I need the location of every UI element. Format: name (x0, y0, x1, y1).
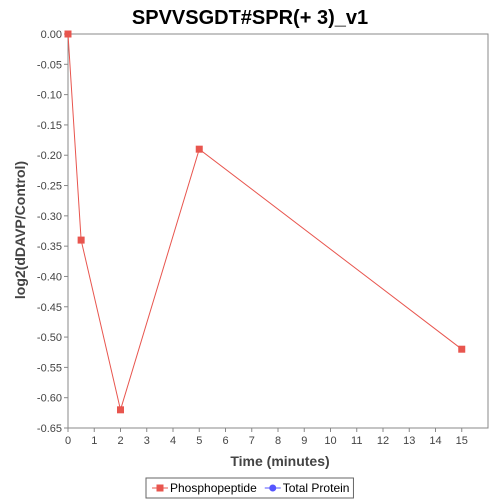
x-tick-label: 12 (377, 435, 389, 447)
x-tick-label: 4 (170, 435, 176, 447)
y-tick-label: -0.60 (37, 393, 62, 405)
y-tick-label: -0.55 (37, 362, 62, 374)
data-point (64, 30, 72, 38)
x-tick-label: 7 (249, 435, 255, 447)
x-tick-label: 10 (324, 435, 336, 447)
data-point (195, 145, 203, 153)
y-tick-label: -0.35 (37, 241, 62, 253)
x-tick-label: 8 (275, 435, 281, 447)
y-axis: 0.00 -0.05 -0.10 -0.15 -0.20 -0.25 -0.30 -0.35 -… (37, 29, 68, 435)
legend-swatch-marker (156, 484, 164, 492)
y-tick-label: -0.45 (37, 302, 62, 314)
legend: Phosphopeptide Total Protein (145, 477, 354, 499)
x-tick-label: 6 (222, 435, 228, 447)
y-tick-label: -0.30 (37, 211, 62, 223)
x-tick-label: 3 (144, 435, 150, 447)
x-tick-label: 14 (429, 435, 441, 447)
x-tick-label: 1 (91, 435, 97, 447)
x-axis: 0 1 2 3 4 5 6 7 8 9 10 11 12 13 14 15 (65, 428, 468, 447)
legend-swatch-marker (269, 484, 277, 492)
x-tick-label: 2 (117, 435, 123, 447)
x-tick-label: 15 (456, 435, 468, 447)
y-axis-label: log2(dDAVP/Control) (12, 161, 28, 299)
y-tick-label: -0.50 (37, 332, 62, 344)
y-tick-label: -0.10 (37, 90, 62, 102)
y-tick-label: 0.00 (41, 29, 62, 41)
y-tick-label: -0.25 (37, 181, 62, 193)
y-tick-label: -0.65 (37, 423, 62, 435)
legend-item-label: Phosphopeptide (170, 481, 257, 495)
x-axis-label: Time (minutes) (230, 453, 329, 469)
y-tick-label: -0.20 (37, 150, 62, 162)
data-point (77, 236, 85, 244)
plot-area (67, 33, 489, 429)
x-tick-label: 0 (65, 435, 71, 447)
legend-item-label: Total Protein (283, 481, 350, 495)
data-point (458, 345, 466, 353)
y-tick-label: -0.40 (37, 271, 62, 283)
x-tick-label: 13 (403, 435, 415, 447)
y-tick-label: -0.05 (37, 59, 62, 71)
x-tick-label: 11 (351, 435, 362, 447)
y-tick-label: -0.15 (37, 120, 62, 132)
series-layer (64, 30, 466, 414)
x-tick-label: 5 (196, 435, 202, 447)
legend-box (145, 477, 354, 499)
chart-title: SPVVSGDT#SPR(+ 3)_v1 (132, 7, 368, 29)
data-point (117, 406, 124, 414)
x-tick-label: 9 (301, 435, 307, 447)
